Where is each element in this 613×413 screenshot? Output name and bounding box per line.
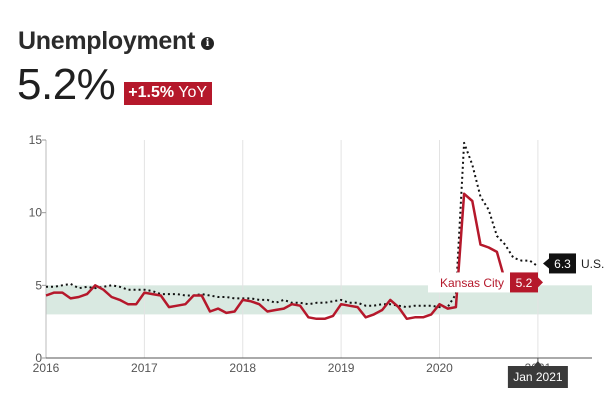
us-value-box bbox=[549, 253, 576, 274]
x-tick-label: 2016 bbox=[33, 361, 60, 375]
y-tick-label: 10 bbox=[29, 206, 43, 220]
date-tooltip-label: Jan 2021 bbox=[513, 370, 563, 384]
metric-title: Unemployment bbox=[18, 26, 195, 55]
metric-title-row: Unemployment i bbox=[18, 26, 214, 56]
y-tick-label: 0 bbox=[35, 351, 42, 365]
y-tick-label: 5 bbox=[35, 278, 42, 292]
yoy-suffix: YoY bbox=[178, 84, 208, 101]
us-series-line[interactable] bbox=[46, 141, 539, 309]
date-tooltip-box bbox=[507, 366, 568, 388]
kansas-city-value-box bbox=[510, 272, 538, 293]
us-value-label: 6.3 bbox=[554, 257, 571, 271]
us-name-label: U.S. bbox=[581, 257, 604, 271]
x-tick-label: 2019 bbox=[328, 361, 355, 375]
x-tick-label: 2018 bbox=[229, 361, 256, 375]
kansas-city-value-label: 5.2 bbox=[516, 276, 533, 290]
kansas-city-value-pointer bbox=[538, 277, 543, 288]
date-tooltip-pointer bbox=[533, 361, 542, 366]
kansas-city-name-bg bbox=[428, 272, 510, 293]
kansas-city-name-label: Kansas City bbox=[440, 276, 504, 290]
yoy-badge: +1.5% YoY bbox=[124, 82, 213, 105]
x-tick-label: 2017 bbox=[131, 361, 158, 375]
info-icon[interactable]: i bbox=[200, 36, 214, 50]
y-tick-label: 15 bbox=[29, 133, 43, 147]
current-value: 5.2% bbox=[17, 60, 116, 109]
kansas-city-series-line[interactable] bbox=[45, 192, 538, 321]
yoy-change: +1.5% bbox=[128, 84, 175, 101]
us-value-pointer bbox=[543, 258, 549, 269]
x-tick-label: 2020 bbox=[426, 361, 453, 375]
metric-value-row: 5.2% +1.5% YoY bbox=[17, 60, 213, 109]
